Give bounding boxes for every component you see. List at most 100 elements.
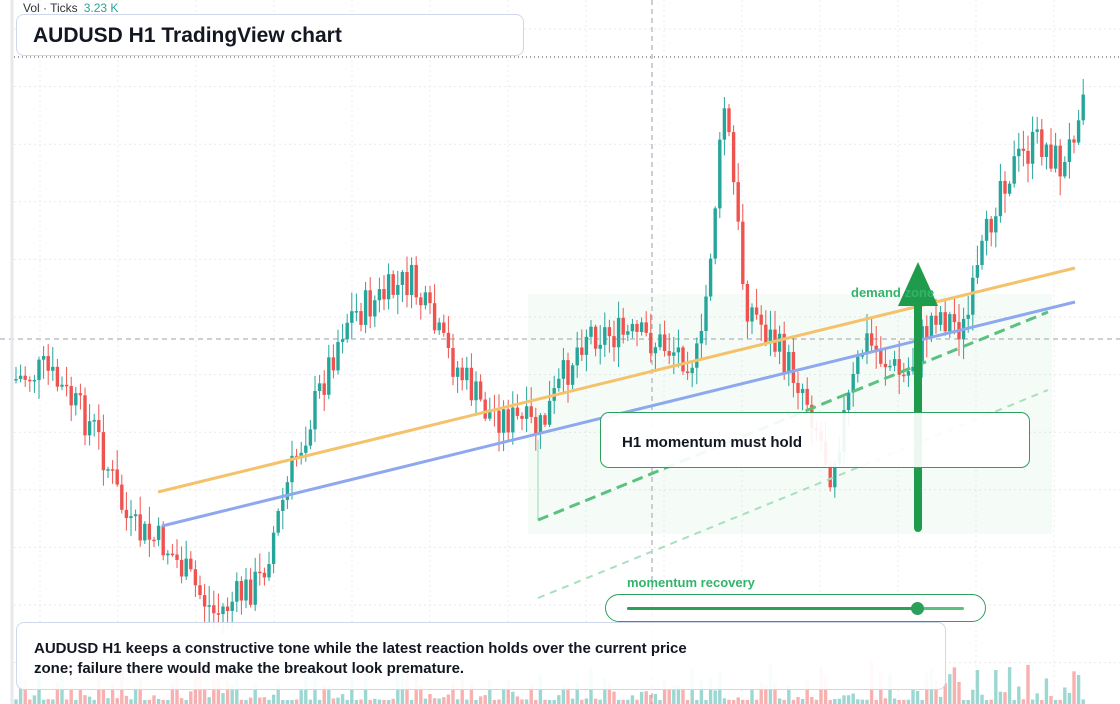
- candle-body: [906, 371, 911, 376]
- callout-text: H1 momentum must hold: [622, 434, 803, 451]
- candle-body: [340, 339, 345, 342]
- volume-bar: [1012, 699, 1016, 704]
- volume-bar: [1040, 699, 1044, 704]
- volume-bar: [354, 699, 359, 704]
- volume-bar: [386, 700, 391, 704]
- volume-bar: [78, 689, 83, 704]
- candle-body: [1049, 144, 1053, 169]
- candle-body: [428, 292, 432, 304]
- candle-body: [248, 579, 253, 605]
- volume-bar: [1003, 692, 1007, 704]
- volume-bar: [975, 670, 980, 704]
- candle-body: [1007, 183, 1012, 194]
- candle-body: [989, 218, 993, 233]
- candle-body: [460, 367, 464, 381]
- candle-body: [561, 360, 566, 379]
- candle-body: [396, 284, 400, 295]
- momentum-callout[interactable]: H1 momentum must hold: [600, 412, 1030, 468]
- volume-bar: [55, 681, 60, 704]
- volume-bar: [391, 698, 395, 704]
- volume-bar: [865, 699, 869, 704]
- page-title: AUDUSD H1 TradingView chart: [33, 24, 342, 47]
- slider-track[interactable]: [627, 602, 964, 615]
- candle-body: [1081, 94, 1085, 121]
- candle-body: [455, 367, 460, 377]
- volume-bar: [446, 694, 451, 704]
- candle-body: [685, 371, 690, 374]
- candle-body: [787, 352, 791, 373]
- volume-bar: [331, 698, 336, 704]
- volume-bar: [547, 699, 552, 704]
- candle-body: [152, 539, 156, 542]
- volume-bar: [1076, 674, 1081, 704]
- candle-body: [1035, 129, 1039, 132]
- volume-bar: [290, 699, 294, 704]
- volume-bar: [488, 680, 492, 704]
- momentum-slider[interactable]: [605, 594, 986, 622]
- candle-body: [368, 290, 372, 317]
- volume-bar: [138, 677, 142, 704]
- title-panel: AUDUSD H1 TradingView chart: [16, 14, 524, 56]
- volume-bar: [83, 695, 87, 704]
- volume-bar: [874, 699, 878, 704]
- slider-knob[interactable]: [910, 602, 924, 615]
- volume-bar: [842, 695, 846, 704]
- candle-body: [363, 290, 368, 325]
- volume-bar: [419, 685, 423, 704]
- volume-bar: [1035, 693, 1039, 704]
- slider-fill: [627, 607, 917, 610]
- candle-body: [883, 363, 888, 368]
- volume-bar: [497, 699, 501, 704]
- volume-bar: [943, 683, 947, 704]
- volume-bar: [14, 699, 18, 704]
- volume-bar: [777, 698, 782, 704]
- volume-bar: [299, 690, 303, 704]
- candle-body: [566, 360, 570, 385]
- candle-body: [892, 359, 897, 366]
- candle-body: [74, 393, 78, 406]
- candle-body: [202, 595, 207, 607]
- volume-bar: [248, 697, 253, 704]
- volume-bar: [179, 698, 184, 704]
- volume-bar: [902, 699, 906, 704]
- volume-bar: [971, 689, 975, 704]
- volume-bar: [980, 694, 984, 704]
- candle-body: [345, 322, 349, 340]
- volume-bar: [1072, 671, 1076, 704]
- candle-body: [1017, 148, 1021, 157]
- candle-body: [322, 383, 326, 395]
- candle-body: [630, 323, 635, 332]
- candle-body: [649, 332, 653, 354]
- candle-body: [474, 381, 478, 401]
- volume-bar: [271, 694, 276, 704]
- candle-body: [621, 317, 625, 335]
- volume-bar: [897, 700, 901, 704]
- candle-body: [92, 420, 96, 422]
- candle-body: [276, 510, 280, 533]
- candle-body: [575, 347, 579, 366]
- candle-body: [635, 323, 639, 332]
- volume-bar: [745, 699, 750, 704]
- volume-bar: [938, 696, 943, 704]
- candle-body: [37, 359, 41, 380]
- volume-bar: [860, 699, 865, 704]
- candle-body: [534, 416, 538, 434]
- candle-body: [676, 347, 681, 353]
- volume-bar: [966, 699, 970, 704]
- candle-body: [713, 208, 717, 259]
- candle-body: [501, 409, 506, 433]
- candle-body: [14, 378, 18, 381]
- volume-bar: [989, 699, 993, 704]
- volume-bar: [253, 683, 257, 704]
- candle-body: [851, 373, 855, 393]
- volume-bar: [1053, 699, 1058, 704]
- candle-body: [736, 182, 740, 222]
- volume-bar: [345, 699, 349, 704]
- volume-bar: [483, 695, 487, 704]
- demand-zone-label: demand zone: [851, 285, 935, 300]
- candle-body: [120, 484, 124, 510]
- volume-bar: [520, 699, 524, 704]
- candle-body: [41, 356, 46, 360]
- candle-body: [1053, 145, 1058, 169]
- volume-bar: [1081, 699, 1085, 704]
